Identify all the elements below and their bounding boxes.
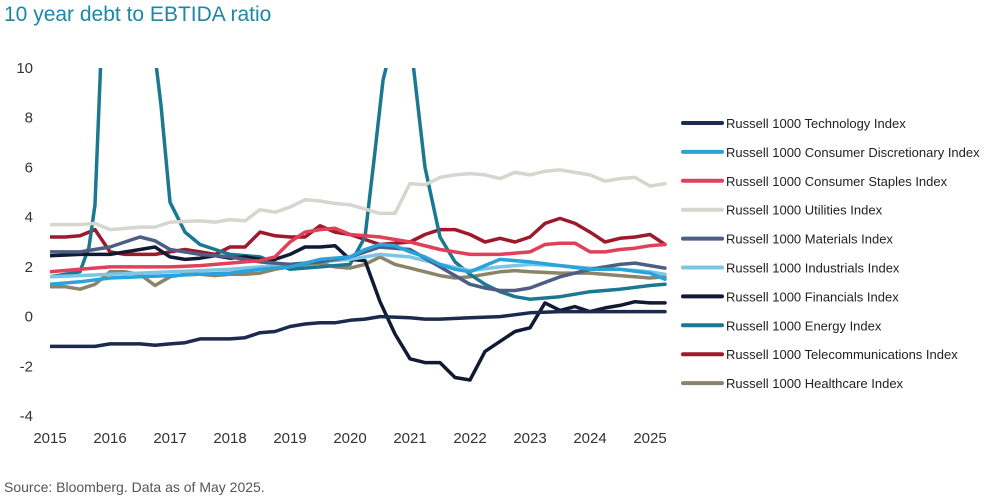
- y-tick-label: -4: [20, 408, 33, 425]
- x-tick-label: 2021: [393, 430, 426, 447]
- x-tick-label: 2025: [633, 430, 666, 447]
- legend-label: Russell 1000 Financials Index: [726, 289, 899, 304]
- x-tick-label: 2016: [93, 430, 126, 447]
- series-line: [50, 216, 667, 257]
- legend-label: Russell 1000 Materials Index: [726, 232, 893, 247]
- x-tick-label: 2015: [33, 430, 66, 447]
- x-tick-label: 2022: [453, 430, 486, 447]
- legend-label: Russell 1000 Consumer Discretionary Inde…: [726, 145, 980, 160]
- legend-label: Russell 1000 Healthcare Index: [726, 376, 904, 391]
- legend-label: Russell 1000 Industrials Index: [726, 261, 900, 276]
- x-tick-label: 2017: [153, 430, 186, 447]
- x-tick-label: 2024: [573, 430, 606, 447]
- y-tick-label: 4: [25, 209, 33, 226]
- x-tick-label: 2020: [333, 430, 366, 447]
- y-tick-label: 6: [25, 159, 33, 176]
- plot-area: [50, 68, 667, 382]
- source-note: Source: Bloomberg. Data as of May 2025.: [4, 479, 265, 495]
- series-line: [50, 226, 667, 274]
- x-tick-label: 2018: [213, 430, 246, 447]
- x-axis: 2015 2016 2017 2018 2019 2020 2021 2022 2023 2024…: [33, 430, 666, 447]
- y-tick-label: 2: [25, 259, 33, 276]
- y-tick-label: 10: [16, 60, 33, 77]
- series-line: [50, 243, 667, 382]
- legend-label: Russell 1000 Telecommunications Index: [726, 347, 958, 362]
- chart-title: 10 year debt to EBTIDA ratio: [4, 3, 272, 26]
- legend-label: Russell 1000 Consumer Staples Index: [726, 174, 948, 189]
- series-line: [50, 309, 667, 349]
- x-tick-label: 2019: [273, 430, 306, 447]
- y-tick-label: 8: [25, 110, 33, 127]
- x-tick-label: 2023: [513, 430, 546, 447]
- y-tick-label: -2: [20, 358, 33, 375]
- y-axis: -4 -2 0 2 4 6 8 10: [16, 60, 33, 425]
- series-line: [50, 68, 667, 301]
- legend-label: Russell 1000 Technology Index: [726, 116, 906, 131]
- legend-label: Russell 1000 Energy Index: [726, 318, 882, 333]
- series-line: [50, 242, 667, 287]
- legend-label: Russell 1000 Utilities Index: [726, 203, 883, 218]
- y-tick-label: 0: [25, 309, 33, 326]
- series-line: [50, 168, 667, 232]
- series-line: [50, 235, 667, 293]
- legend: Russell 1000 Technology Index Russell 100…: [681, 116, 980, 391]
